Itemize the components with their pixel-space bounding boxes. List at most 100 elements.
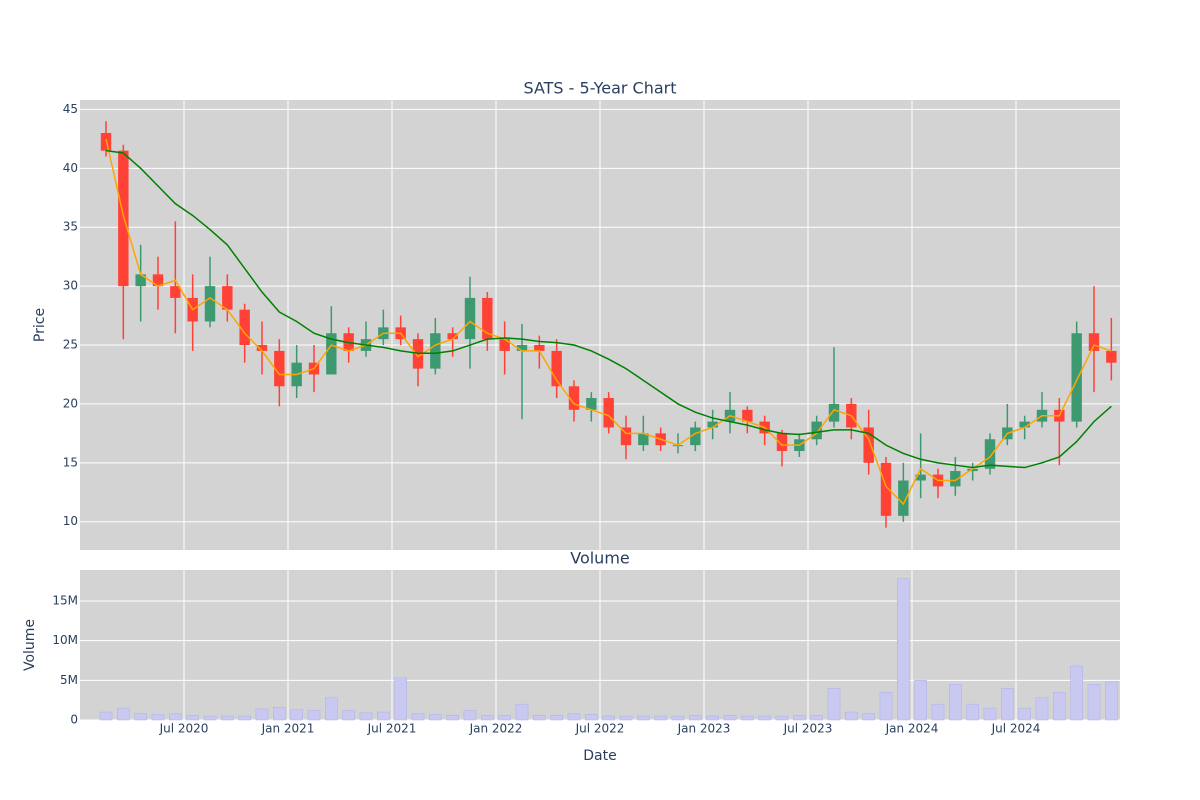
x-tick-label: Jan 2021 <box>261 722 315 736</box>
candle-body <box>326 333 337 375</box>
candle-body <box>568 386 580 410</box>
volume-bar <box>983 707 997 721</box>
volume-bar <box>273 707 286 721</box>
y-tick-label: 40 <box>63 161 78 175</box>
y-tick-label: 10M <box>52 633 78 647</box>
volume-bar <box>845 711 858 721</box>
volume-bar <box>203 715 217 721</box>
y-tick-label: 45 <box>63 102 78 116</box>
volume-bar <box>255 708 269 721</box>
volume-bar <box>99 711 113 721</box>
candle-body <box>118 150 129 287</box>
volume-bar <box>602 715 615 721</box>
volume-bar <box>949 684 962 721</box>
volume-bar <box>758 715 771 721</box>
volume-bar <box>931 703 945 721</box>
volume-bar <box>567 713 581 721</box>
volume-bar <box>619 715 633 721</box>
candle-body <box>742 409 753 422</box>
candle-body <box>898 480 909 516</box>
volume-bar <box>1105 681 1118 721</box>
candle-body <box>135 274 146 287</box>
candle-body <box>776 433 788 452</box>
candle-body <box>690 427 701 446</box>
volume-bar <box>151 714 165 721</box>
candle-body <box>811 421 822 440</box>
chart-title: SATS - 5-Year Chart <box>523 79 676 98</box>
volume-bar <box>810 714 823 721</box>
volume-bar <box>325 697 338 721</box>
volume-bar <box>879 691 893 721</box>
candle-body <box>430 333 441 369</box>
volume-bar <box>290 709 303 721</box>
x-tick-label: Jul 2020 <box>159 722 209 736</box>
volume-bar <box>134 713 147 721</box>
volume-bar <box>117 707 130 721</box>
candle-body <box>551 350 562 387</box>
candle-body <box>707 421 718 428</box>
volume-bar <box>446 714 459 721</box>
y-tick-label: 30 <box>63 279 78 293</box>
volume-bar <box>498 714 511 721</box>
x-axis-title: Date <box>583 748 616 764</box>
volume-bar <box>966 703 979 721</box>
volume-bar <box>723 714 737 721</box>
candle-body <box>464 297 476 340</box>
y-tick-label: 25 <box>63 338 78 352</box>
volume-bar <box>169 713 182 721</box>
y-tick-label: 10 <box>63 514 78 528</box>
candle-body <box>152 274 164 287</box>
volume-bar <box>307 710 321 721</box>
candle-body <box>950 471 961 487</box>
volume-bar <box>429 714 442 721</box>
candle-body <box>984 439 996 469</box>
volume-bar <box>377 711 390 721</box>
volume-bar <box>1087 684 1101 721</box>
candle-body <box>534 345 545 351</box>
volume-bar <box>585 714 598 721</box>
volume-bar <box>775 715 789 721</box>
candle-body <box>967 468 978 472</box>
volume-bar <box>481 714 494 721</box>
moving-average-line <box>105 138 1112 506</box>
candle-body <box>638 433 649 446</box>
volume-bar <box>394 677 407 721</box>
volume-bar <box>1070 665 1083 721</box>
volume-bar <box>1035 697 1049 721</box>
x-tick-label: Jan 2024 <box>885 722 939 736</box>
volume-bar <box>827 688 841 721</box>
candle-body <box>516 345 528 351</box>
candle-body <box>239 309 250 346</box>
candle-body <box>482 297 493 340</box>
y-tick-label: 0 <box>70 713 78 727</box>
candle-body <box>222 286 233 310</box>
candle-body <box>274 350 285 387</box>
candle-body <box>915 474 926 481</box>
x-tick-label: Jul 2024 <box>991 722 1041 736</box>
candle-body <box>1106 350 1117 363</box>
x-tick-label: Jul 2023 <box>783 722 833 736</box>
volume-bar <box>741 715 754 721</box>
volume-bar <box>793 714 806 721</box>
volume-bar <box>515 703 529 721</box>
x-tick-label: Jan 2023 <box>677 722 731 736</box>
volume-bar <box>533 714 546 721</box>
y-tick-label: 5M <box>60 673 78 687</box>
volume-bar <box>1018 707 1031 721</box>
volume-bar <box>186 714 199 721</box>
y-tick-label: 15 <box>63 455 78 469</box>
volume-bar <box>411 713 425 721</box>
candle-body <box>828 403 840 422</box>
y-tick-label: 15M <box>52 593 78 607</box>
volume-bar <box>550 714 563 721</box>
candle-body <box>204 286 216 322</box>
candle-body <box>499 339 510 351</box>
volume-bar <box>463 710 477 721</box>
y-tick-label: 35 <box>63 220 78 234</box>
y-axis-title: Volume <box>22 619 38 671</box>
moving-average-line <box>105 149 1112 469</box>
y-axis-title: Price <box>32 308 48 342</box>
candle-body <box>603 398 614 428</box>
x-tick-label: Jul 2022 <box>575 722 625 736</box>
volume-bar <box>671 715 685 721</box>
